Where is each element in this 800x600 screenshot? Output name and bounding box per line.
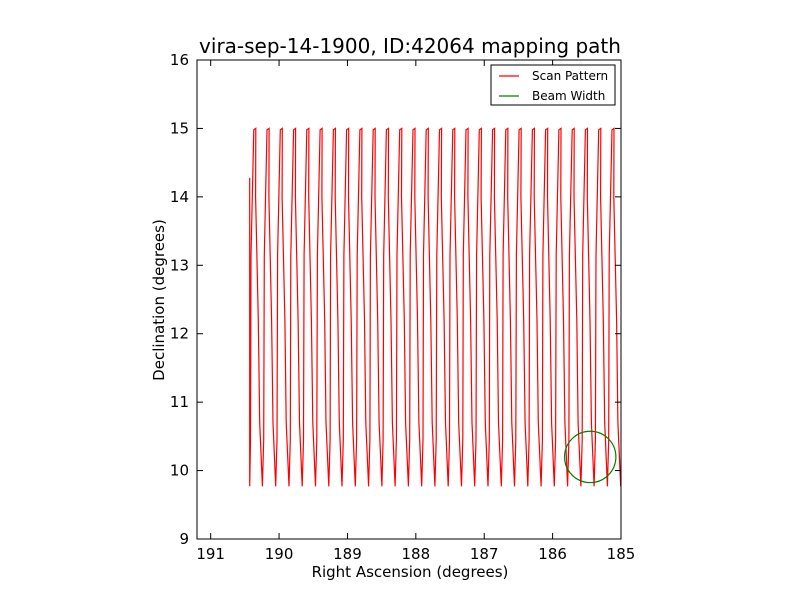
x-tick-label: 186 [538, 545, 567, 563]
x-tick-label: 190 [265, 545, 294, 563]
x-tick-label: 185 [607, 545, 636, 563]
y-tick-label: 13 [170, 256, 189, 274]
y-tick-label: 16 [170, 51, 189, 69]
beam-width-circle [563, 430, 617, 484]
plot-frame [196, 59, 622, 540]
scan-pattern-line [249, 127, 621, 487]
x-tick-label: 191 [196, 545, 225, 563]
x-tick-label: 189 [333, 545, 362, 563]
y-tick-label: 12 [170, 325, 189, 343]
x-axis-label: Right Ascension (degrees) [312, 563, 509, 581]
y-axis-label: Declination (degrees) [150, 219, 168, 381]
y-tick-label: 9 [179, 530, 189, 548]
legend: Scan Pattern Beam Width [490, 64, 616, 106]
y-tick-label: 11 [170, 393, 189, 411]
y-tick-label: 15 [170, 119, 189, 137]
y-tick-label: 10 [170, 462, 189, 480]
axis-ticks: 191 190 189 188 187 186 185 9 10 11 12 13 14 15 16 [170, 51, 635, 563]
legend-box [490, 64, 616, 106]
plot-area [249, 127, 621, 487]
x-tick-label: 188 [402, 545, 431, 563]
legend-label-scan-pattern: Scan Pattern [532, 69, 608, 83]
chart-title: vira-sep-14-1900, ID:42064 mapping path [199, 34, 621, 58]
legend-label-beam-width: Beam Width [532, 89, 605, 103]
y-tick-label: 14 [170, 188, 189, 206]
x-tick-label: 187 [470, 545, 499, 563]
